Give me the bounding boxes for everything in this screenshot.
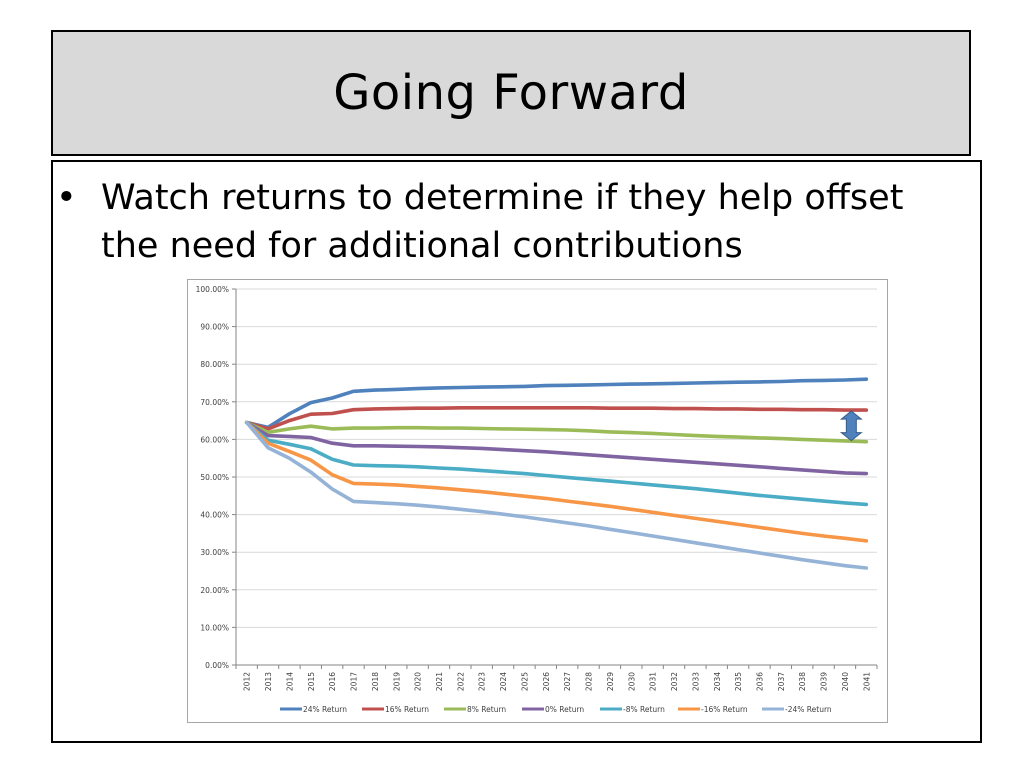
x-tick-label: 2041 — [862, 672, 871, 691]
x-tick-label: 2038 — [798, 672, 807, 691]
legend-label: 8% Return — [467, 705, 506, 714]
x-tick-label: 2019 — [392, 672, 401, 691]
y-tick-label: 60.00% — [200, 435, 229, 444]
legend-label: -8% Return — [623, 705, 665, 714]
slide-title: Going Forward — [333, 65, 689, 121]
x-tick-label: 2028 — [585, 672, 594, 691]
x-tick-label: 2012 — [243, 672, 252, 691]
y-tick-label: 20.00% — [200, 586, 229, 595]
y-tick-label: 50.00% — [200, 473, 229, 482]
x-tick-label: 2017 — [350, 672, 359, 691]
x-tick-label: 2033 — [691, 672, 700, 691]
series-line-5 — [244, 420, 869, 543]
x-tick-label: 2022 — [456, 672, 465, 691]
y-tick-label: 90.00% — [200, 323, 229, 332]
x-tick-label: 2031 — [649, 672, 658, 691]
y-tick-label: 40.00% — [200, 511, 229, 520]
legend: 24% Return 16% Return 8% Return 0% Return -8… — [280, 705, 832, 714]
x-tick-label: 2034 — [713, 672, 722, 691]
title-box: Going Forward — [51, 30, 971, 156]
legend-label: 24% Return — [303, 705, 347, 714]
x-tick-label: 2026 — [542, 672, 551, 691]
y-tick-label: 10.00% — [200, 623, 229, 632]
series-line-6 — [244, 420, 869, 570]
line-chart: 0.00% 10.00% 20.00% 30.00% 40.00% 50.00% 60.00… — [196, 285, 878, 714]
legend-label: 0% Return — [545, 705, 584, 714]
series-line-0 — [244, 377, 869, 430]
x-tick-label: 2021 — [435, 672, 444, 691]
legend-label: 16% Return — [385, 705, 429, 714]
y-tick-label: 0.00% — [205, 661, 229, 670]
x-tick-label: 2018 — [371, 672, 380, 691]
y-tick-labels: 0.00% 10.00% 20.00% 30.00% 40.00% 50.00% 60.00… — [196, 285, 229, 670]
x-tick-label: 2027 — [563, 672, 572, 691]
x-tick-label: 2024 — [499, 672, 508, 691]
y-tick-label: 30.00% — [200, 548, 229, 557]
x-tick-label: 2035 — [734, 672, 743, 691]
x-tick-label: 2015 — [307, 672, 316, 691]
y-tick-label: 100.00% — [196, 285, 229, 294]
bullet-dot: • — [56, 178, 77, 218]
x-tick-label: 2020 — [414, 672, 423, 691]
x-tick-label: 2030 — [627, 672, 636, 691]
x-tick-labels: 2012 2013 2014 2015 2016 2017 2018 2019 2020 2021… — [243, 672, 872, 691]
chart-area: 0.00% 10.00% 20.00% 30.00% 40.00% 50.00% 60.00… — [187, 279, 888, 723]
y-tick-label: 70.00% — [200, 398, 229, 407]
x-tick-label: 2023 — [478, 672, 487, 691]
bullet-text: Watch returns to determine if they help … — [101, 178, 904, 266]
series-line-4 — [244, 420, 869, 507]
x-tick-label: 2016 — [328, 672, 337, 691]
x-tick-label: 2025 — [520, 672, 529, 691]
x-tick-label: 2037 — [777, 672, 786, 691]
legend-label: -16% Return — [701, 705, 748, 714]
x-tick-label: 2039 — [820, 672, 829, 691]
y-tick-label: 80.00% — [200, 360, 229, 369]
legend-label: -24% Return — [785, 705, 832, 714]
series-lines — [244, 377, 869, 570]
x-tick-label: 2014 — [285, 672, 294, 691]
series-line-2 — [244, 420, 869, 444]
double-arrow-icon — [839, 410, 863, 442]
x-tick-label: 2013 — [264, 672, 273, 691]
x-tick-label: 2040 — [841, 672, 850, 691]
series-line-3 — [244, 420, 869, 476]
x-tick-label: 2032 — [670, 672, 679, 691]
x-tick-label: 2036 — [755, 672, 764, 691]
axes — [232, 288, 878, 669]
series-line-1 — [244, 406, 869, 431]
spread-arrow — [839, 410, 863, 442]
x-tick-label: 2029 — [606, 672, 615, 691]
